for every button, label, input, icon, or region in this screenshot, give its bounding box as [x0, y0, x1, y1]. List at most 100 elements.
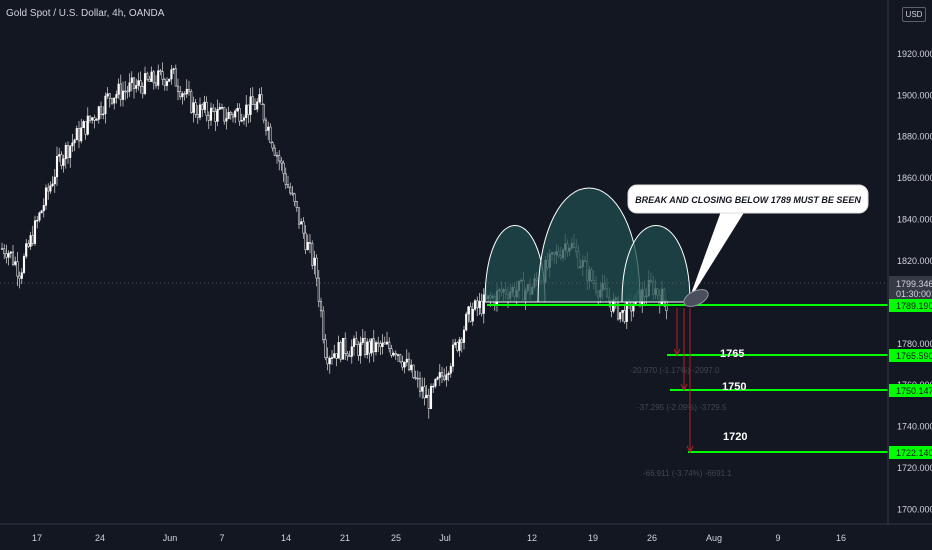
- candle-body: [110, 98, 114, 104]
- candle-body: [302, 221, 305, 234]
- candle-body: [623, 310, 626, 322]
- price-axis-background: [888, 0, 932, 524]
- candle-body: [355, 338, 358, 345]
- candle-body: [258, 94, 261, 103]
- candle-body: [361, 338, 364, 343]
- candle-body: [427, 394, 430, 409]
- target-1-axis-label-bg: [889, 349, 932, 362]
- candle-body: [236, 107, 239, 112]
- time-axis[interactable]: 17 24 Jun 7 14 21 25 Jul 12 19 26 Aug 9 16: [0, 523, 932, 550]
- candle-body: [227, 112, 230, 119]
- candle-body: [247, 104, 250, 115]
- current-price-label-bg: [889, 276, 932, 300]
- candle-body: [471, 309, 474, 322]
- candle-body: [47, 187, 50, 192]
- candle-body: [253, 104, 257, 110]
- candle-body: [434, 378, 437, 387]
- candle-body: [322, 310, 325, 340]
- target-1-axis-label: 1765.590: [896, 351, 932, 361]
- candle-body: [473, 300, 477, 310]
- target-2-axis-label: 1750.147: [896, 386, 932, 396]
- candle-body: [29, 235, 32, 247]
- candle-body: [436, 377, 439, 380]
- price-tick-label: 1780.000: [897, 339, 932, 349]
- candle-body: [421, 386, 424, 392]
- candle-body: [42, 205, 45, 212]
- candle-body: [157, 70, 160, 86]
- candle-body: [383, 342, 386, 345]
- candle-body: [55, 156, 59, 178]
- candle-body: [414, 377, 417, 379]
- candle-body: [66, 145, 70, 158]
- candle-body: [335, 353, 338, 359]
- candle-body: [289, 186, 292, 194]
- candle-body: [82, 121, 85, 128]
- candle-body: [165, 81, 169, 86]
- candle-body: [220, 107, 224, 109]
- candle-body: [619, 312, 622, 320]
- candle-body: [128, 82, 131, 92]
- candle-body: [40, 210, 43, 214]
- candle-body: [104, 95, 107, 115]
- candle-body: [304, 232, 307, 250]
- candle-body: [170, 69, 173, 80]
- candle-body: [27, 243, 30, 247]
- candle-body: [284, 173, 287, 185]
- candle-body: [11, 251, 15, 265]
- candle-body: [209, 107, 213, 121]
- candle-body: [317, 277, 320, 302]
- candle-body: [245, 104, 248, 119]
- candle-body: [146, 73, 149, 80]
- candle-body: [348, 355, 351, 358]
- candle-body: [412, 364, 415, 378]
- candle-body: [264, 119, 268, 131]
- candle-body: [249, 96, 252, 115]
- price-tick-label: 1880.000: [897, 132, 932, 142]
- candle-body: [214, 111, 217, 122]
- candle-body: [282, 162, 285, 175]
- candle-body: [216, 108, 219, 122]
- time-tick-label: 21: [340, 533, 350, 543]
- candle-body: [9, 251, 12, 254]
- candle-body: [212, 107, 215, 112]
- target-3-axis-label: 1722.140: [896, 448, 932, 458]
- candle-body: [328, 357, 331, 365]
- candle-body: [476, 300, 479, 309]
- candle-body: [88, 115, 92, 121]
- candle-body: [267, 126, 270, 131]
- measure-arrowhead-3: [686, 445, 694, 454]
- candle-body: [440, 372, 444, 377]
- candle-body: [366, 341, 369, 355]
- measure-arrows: [673, 308, 694, 454]
- candle-body: [137, 80, 140, 86]
- candle-body: [339, 342, 342, 360]
- candle-body: [407, 358, 411, 371]
- neckline-axis-label: 1789.190: [896, 301, 932, 311]
- candle-body: [38, 212, 41, 221]
- candle-body: [462, 329, 466, 343]
- candle-body: [469, 306, 472, 322]
- candle-body: [174, 68, 177, 87]
- current-price-label: 1799.346: [896, 279, 932, 289]
- candle-body: [341, 338, 345, 360]
- candle-body: [108, 93, 111, 99]
- candle-body: [418, 378, 422, 392]
- candle-body: [405, 358, 408, 363]
- candle-body: [278, 155, 281, 162]
- measure-arrowhead-1: [673, 348, 681, 357]
- candle-body: [84, 121, 87, 135]
- price-axis[interactable]: 1700.0001720.0001740.0001760.0001780.000…: [887, 0, 932, 524]
- time-tick-label: Aug: [706, 533, 722, 543]
- currency-badge[interactable]: USD: [902, 7, 926, 22]
- candle-body: [150, 71, 153, 82]
- candle-body: [62, 158, 65, 166]
- candle-body: [179, 91, 182, 98]
- candle-body: [308, 242, 312, 244]
- callout[interactable]: BREAK AND CLOSING BELOW 1789 MUST BE SEE…: [627, 184, 869, 310]
- candle-body: [80, 127, 83, 142]
- candle-body: [192, 102, 195, 113]
- candle-body: [234, 110, 237, 118]
